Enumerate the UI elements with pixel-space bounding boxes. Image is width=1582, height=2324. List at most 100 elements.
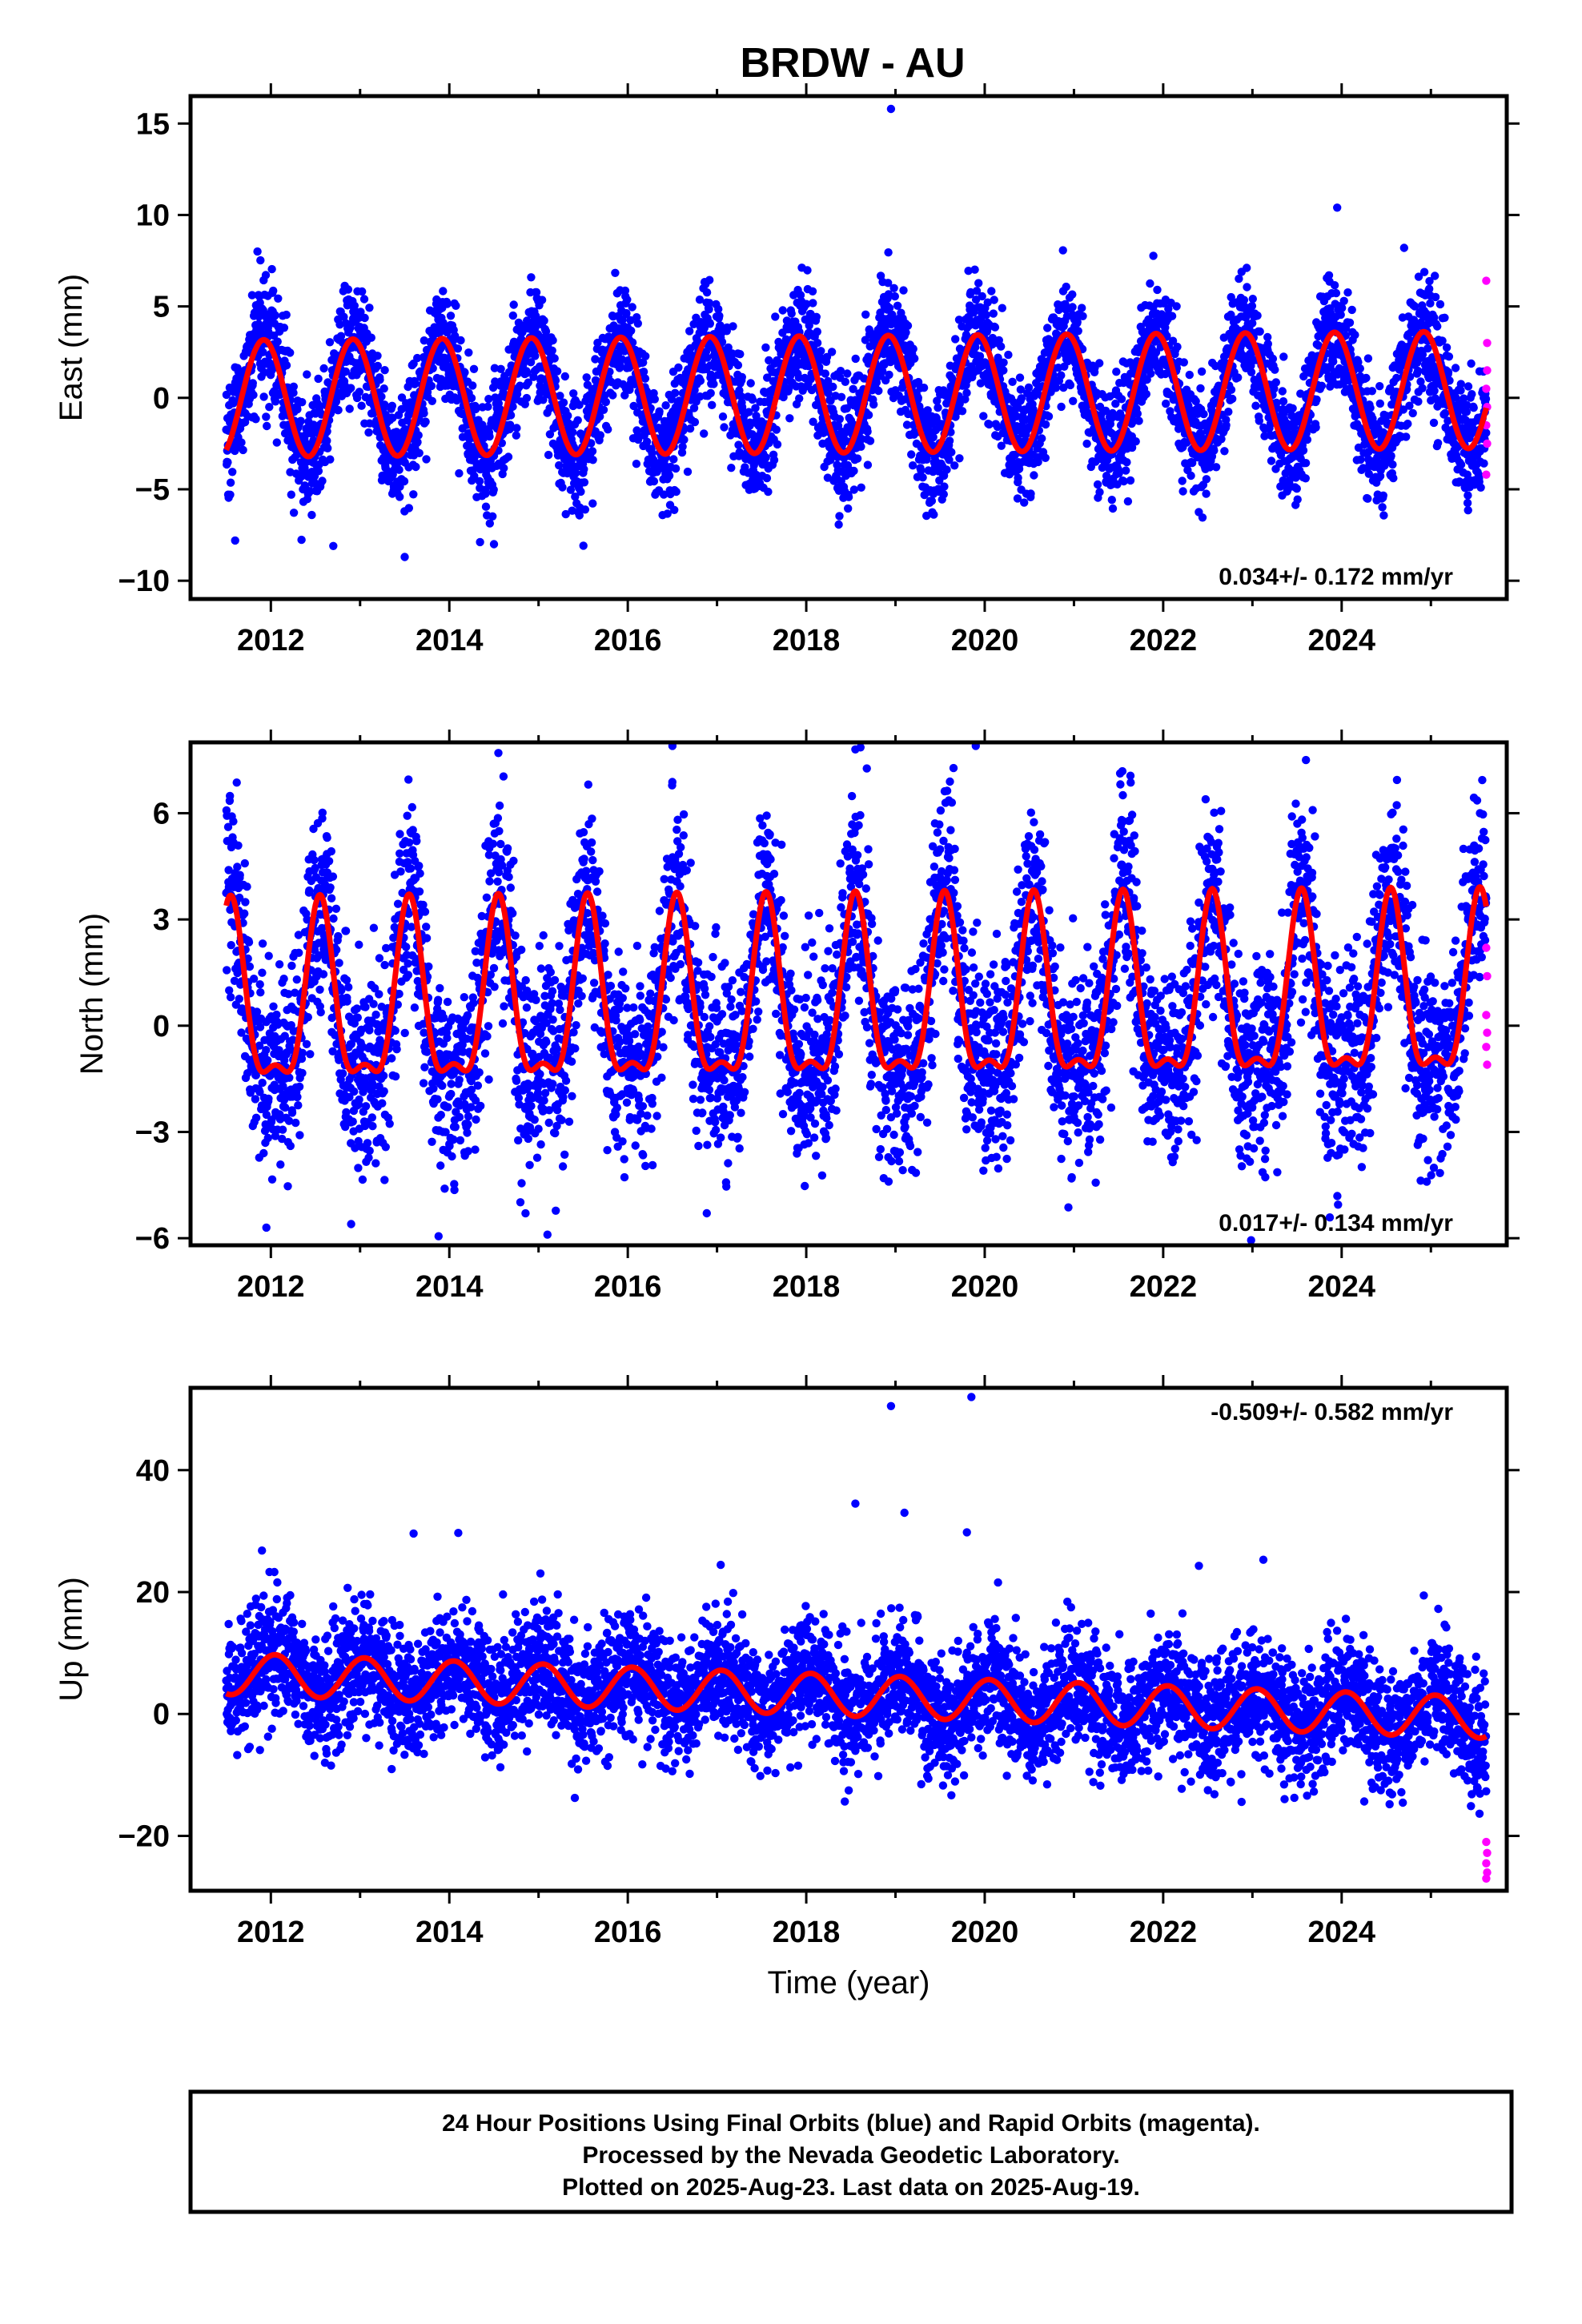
final-point xyxy=(608,391,617,400)
final-point xyxy=(298,398,307,407)
final-point xyxy=(934,403,942,412)
final-point xyxy=(974,279,983,287)
final-point xyxy=(267,367,276,376)
final-point xyxy=(1311,423,1320,432)
final-point xyxy=(226,478,235,487)
final-point xyxy=(1426,299,1435,308)
final-point xyxy=(1301,459,1311,468)
final-point xyxy=(464,348,473,357)
final-point xyxy=(1279,352,1288,361)
final-point xyxy=(970,265,979,274)
final-point xyxy=(812,312,821,321)
final-point xyxy=(1173,342,1182,352)
final-point xyxy=(1279,397,1288,406)
final-point xyxy=(990,296,998,304)
final-point xyxy=(1058,246,1067,255)
final-point xyxy=(1379,491,1388,500)
final-point xyxy=(772,425,781,434)
final-point xyxy=(469,364,479,373)
final-point xyxy=(1172,302,1181,311)
final-point xyxy=(649,476,659,486)
final-point xyxy=(262,412,271,421)
final-point xyxy=(1178,487,1187,496)
final-point xyxy=(1162,399,1170,408)
final-point xyxy=(509,300,518,309)
final-point xyxy=(1015,373,1025,382)
final-point xyxy=(813,328,821,336)
final-point xyxy=(1375,399,1385,408)
final-point xyxy=(678,442,687,451)
final-point xyxy=(548,346,556,355)
final-point xyxy=(282,361,291,370)
final-point xyxy=(289,388,298,397)
final-point xyxy=(239,445,247,455)
final-point xyxy=(318,476,327,485)
final-point xyxy=(1253,311,1262,320)
final-point xyxy=(1363,354,1373,363)
final-point xyxy=(1122,458,1131,467)
final-point xyxy=(1093,480,1102,489)
final-point xyxy=(1014,464,1024,473)
final-point xyxy=(919,384,929,392)
final-point xyxy=(314,467,323,476)
final-point xyxy=(709,380,718,388)
final-point xyxy=(1351,331,1359,340)
final-point xyxy=(940,482,949,491)
final-point xyxy=(1210,446,1219,455)
final-point xyxy=(835,415,845,424)
final-point xyxy=(1069,396,1078,405)
final-point xyxy=(1167,312,1177,320)
final-point xyxy=(443,300,452,308)
final-point xyxy=(844,493,853,501)
final-point xyxy=(1301,474,1311,483)
final-point xyxy=(942,465,951,474)
final-point xyxy=(1339,296,1348,305)
final-point xyxy=(274,294,283,303)
final-point xyxy=(1418,384,1427,392)
final-point xyxy=(331,397,341,406)
final-point xyxy=(1443,368,1453,376)
final-point xyxy=(1255,327,1264,336)
final-point xyxy=(951,335,960,344)
final-point xyxy=(650,395,659,404)
final-point xyxy=(947,448,956,456)
final-point xyxy=(849,485,859,494)
final-point xyxy=(367,333,375,342)
final-point xyxy=(343,285,353,294)
final-point xyxy=(1402,432,1411,441)
final-point xyxy=(670,505,679,514)
final-point xyxy=(1202,475,1211,484)
final-point xyxy=(604,425,612,434)
final-point xyxy=(979,412,988,420)
final-point xyxy=(1444,352,1454,361)
final-point xyxy=(375,376,384,384)
final-point xyxy=(223,458,232,467)
final-point xyxy=(997,342,1006,351)
final-point xyxy=(671,464,681,473)
final-point xyxy=(893,301,902,310)
final-point xyxy=(251,415,260,424)
final-point xyxy=(1057,402,1066,412)
final-point xyxy=(319,364,328,373)
final-point xyxy=(588,447,597,456)
final-point xyxy=(1456,460,1466,469)
final-point xyxy=(1251,401,1260,410)
final-point xyxy=(813,339,822,348)
final-point xyxy=(1468,390,1476,399)
final-point xyxy=(761,343,770,352)
final-point xyxy=(601,397,610,407)
final-point xyxy=(1463,498,1472,508)
final-point xyxy=(623,296,632,304)
final-point xyxy=(1379,511,1388,520)
final-point xyxy=(1375,382,1384,391)
final-point xyxy=(1234,373,1243,382)
final-point xyxy=(864,411,873,420)
final-point xyxy=(1142,389,1151,399)
final-point xyxy=(265,403,274,412)
final-point xyxy=(409,490,418,499)
final-point xyxy=(579,541,588,550)
final-point xyxy=(1068,303,1077,312)
final-point xyxy=(1211,463,1221,472)
final-point xyxy=(1378,503,1387,512)
final-point xyxy=(962,388,971,397)
